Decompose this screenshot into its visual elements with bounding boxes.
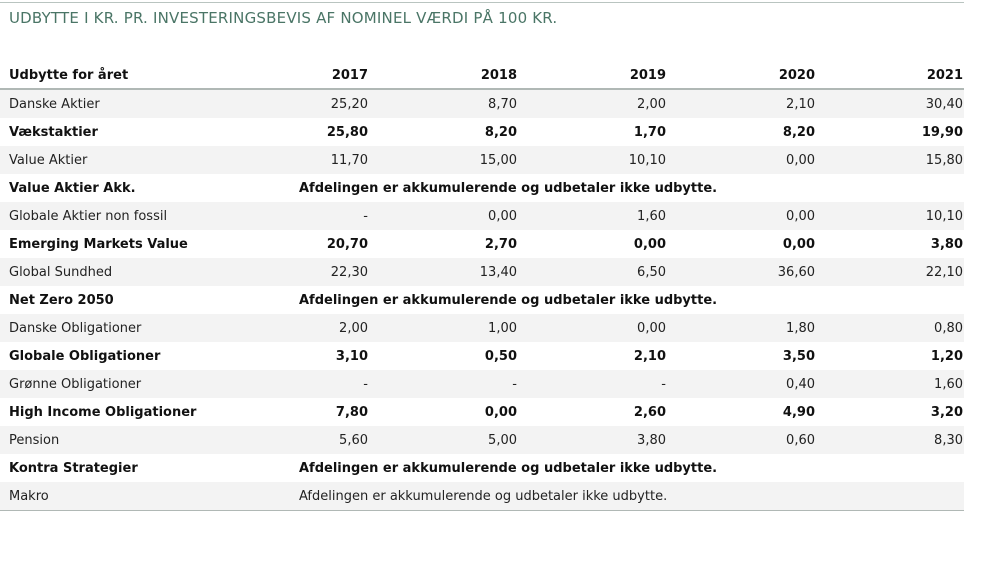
fund-name: Global Sundhed — [0, 258, 269, 286]
dividend-value: 2,10 — [633, 348, 666, 364]
fund-name: Grønne Obligationer — [0, 370, 269, 398]
dividend-value: 0,80 — [816, 314, 964, 342]
table-row: Value Aktier Akk. Afdelingen er akkumuler… — [0, 174, 964, 202]
dividend-value: - — [518, 370, 667, 398]
dividend-value: 13,40 — [369, 258, 518, 286]
dividend-value: 22,30 — [269, 258, 369, 286]
table-row: Globale Aktier non fossil -0,00 1,60 0,00 10… — [0, 202, 964, 230]
dividend-value: 1,00 — [369, 314, 518, 342]
note: Afdelingen er akkumulerende og udbetaler… — [299, 180, 718, 196]
dividend-value: 2,10 — [667, 89, 816, 118]
dividend-value: 1,20 — [930, 348, 963, 364]
dividend-value: 36,60 — [667, 258, 816, 286]
dividend-value: 0,00 — [518, 314, 667, 342]
year-header: 2017 — [269, 62, 369, 90]
dividend-value: 1,60 — [816, 370, 964, 398]
dividend-value: 3,80 — [930, 236, 963, 252]
dividend-value: 1,70 — [633, 124, 666, 140]
dividend-value: 5,00 — [369, 426, 518, 454]
dividend-value: 0,00 — [667, 202, 816, 230]
year-header: 2021 — [816, 62, 964, 90]
dividend-value: 8,70 — [369, 89, 518, 118]
dividend-value: 0,60 — [667, 426, 816, 454]
header-row: Udbytte for året 2017 2018 2019 2020 2021 — [0, 62, 964, 90]
fund-name: Value Aktier — [0, 146, 269, 174]
dividend-value: 7,80 — [335, 404, 368, 420]
fund-name: Vækstaktier — [9, 124, 98, 140]
dividend-value: 2,60 — [633, 404, 666, 420]
table-row: Global Sundhed 22,30 13,40 6,50 36,60 22,10 — [0, 258, 964, 286]
fund-name: Kontra Strategier — [9, 460, 138, 476]
table-row: Net Zero 2050 Afdelingen er akkumulerende… — [0, 286, 964, 314]
table-row: Danske Obligationer 2,00 1,00 0,00 1,80 0,80 — [0, 314, 964, 342]
year-header: 2019 — [518, 62, 667, 90]
dividend-value: 0,50 — [484, 348, 517, 364]
fund-name: Net Zero 2050 — [9, 292, 114, 308]
dividend-value: - — [369, 370, 518, 398]
dividend-value: 0,00 — [782, 236, 815, 252]
year-header: 2018 — [369, 62, 518, 90]
page: UDBYTTE I KR. PR. INVESTERINGSBEVIS AF N… — [0, 2, 964, 27]
dividend-value: 3,10 — [335, 348, 368, 364]
dividend-value: 4,90 — [782, 404, 815, 420]
dividend-value: 1,80 — [667, 314, 816, 342]
dividend-value: 15,80 — [816, 146, 964, 174]
table-row: Makro Afdelingen er akkumulerende og udbe… — [0, 482, 964, 511]
dividend-value: 8,20 — [484, 124, 517, 140]
fund-name: Emerging Markets Value — [9, 236, 188, 252]
dividend-table: Udbytte for året 2017 2018 2019 2020 2021 Dan… — [0, 62, 964, 511]
dividend-value: 2,00 — [518, 89, 667, 118]
dividend-value: 15,00 — [369, 146, 518, 174]
table-row: Value Aktier 11,70 15,00 10,10 0,00 15,80 — [0, 146, 964, 174]
dividend-value: 5,60 — [269, 426, 369, 454]
dividend-value: 22,10 — [816, 258, 964, 286]
title: UDBYTTE I KR. PR. INVESTERINGSBEVIS AF N… — [9, 9, 558, 27]
dividend-value: 2,00 — [269, 314, 369, 342]
dividend-value: 3,50 — [782, 348, 815, 364]
fund-name: Value Aktier Akk. — [9, 180, 136, 196]
table-row: High Income Obligationer 7,80 0,00 2,60 4,90… — [0, 398, 964, 426]
dividend-value: 6,50 — [518, 258, 667, 286]
year-header: 2020 — [667, 62, 816, 90]
note: Afdelingen er akkumulerende og udbetaler… — [299, 292, 718, 308]
fund-name: High Income Obligationer — [9, 404, 197, 420]
fund-name: Globale Aktier non fossil — [0, 202, 269, 230]
dividend-value: 10,10 — [518, 146, 667, 174]
dividend-value: 0,00 — [667, 146, 816, 174]
note: Afdelingen er akkumulerende og udbetaler… — [299, 460, 718, 476]
dividend-value: 3,20 — [930, 404, 963, 420]
fund-name: Globale Obligationer — [9, 348, 161, 364]
dividend-value: 2,70 — [484, 236, 517, 252]
table-row: Pension 5,60 5,00 3,80 0,60 8,30 — [0, 426, 964, 454]
dividend-value: 25,20 — [269, 89, 369, 118]
label-header: Udbytte for året — [0, 62, 269, 90]
table-row: Emerging Markets Value 20,70 2,70 0,00 0,00 3… — [0, 230, 964, 258]
dividend-value: 8,30 — [816, 426, 964, 454]
dividend-value: 11,70 — [269, 146, 369, 174]
dividend-value: 1,60 — [518, 202, 667, 230]
fund-name: Danske Obligationer — [0, 314, 269, 342]
dividend-value: - — [269, 202, 369, 230]
dividend-value: 0,00 — [633, 236, 666, 252]
note: Afdelingen er akkumulerende og udbetaler… — [269, 482, 964, 511]
dividend-value: 19,90 — [921, 124, 963, 140]
dividend-value: 8,20 — [782, 124, 815, 140]
fund-name: Pension — [0, 426, 269, 454]
dividend-value: - — [269, 370, 369, 398]
dividend-value: 0,00 — [484, 404, 517, 420]
table-row: Vækstaktier 25,80 8,20 1,70 8,20 19,90 — [0, 118, 964, 146]
table-row: Globale Obligationer 3,10 0,50 2,10 3,50 1,20 — [0, 342, 964, 370]
dividend-value: 25,80 — [326, 124, 368, 140]
dividend-value: 0,00 — [369, 202, 518, 230]
dividend-value: 10,10 — [816, 202, 964, 230]
fund-name: Makro — [0, 482, 269, 511]
dividend-value: 0,40 — [667, 370, 816, 398]
table-row: Danske Aktier 25,20 8,70 2,00 2,10 30,40 — [0, 89, 964, 118]
table-row: Kontra Strategier Afdelingen er akkumuler… — [0, 454, 964, 482]
fund-name: Danske Aktier — [0, 89, 269, 118]
dividend-value: 3,80 — [518, 426, 667, 454]
dividend-value: 20,70 — [326, 236, 368, 252]
dividend-value: 30,40 — [816, 89, 964, 118]
table-row: Grønne Obligationer - - -0,40 1,60 — [0, 370, 964, 398]
